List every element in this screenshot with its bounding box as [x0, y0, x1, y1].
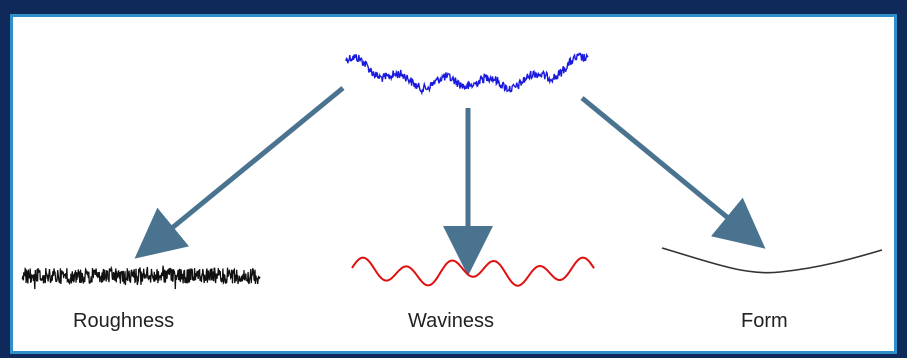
waviness-signal [351, 256, 595, 287]
arrow-to-form [580, 96, 766, 249]
form-signal [661, 247, 883, 274]
roughness-label: Roughness [73, 310, 175, 332]
surface-decomposition-diagram [21, 52, 883, 290]
diagram-panel: Roughness Waviness Form [10, 14, 897, 354]
form-label: Form [741, 310, 788, 332]
surface-profile-signal [345, 52, 589, 96]
waviness-label: Waviness [408, 310, 494, 332]
roughness-signal [21, 265, 261, 290]
arrow-to-roughness [134, 86, 345, 259]
